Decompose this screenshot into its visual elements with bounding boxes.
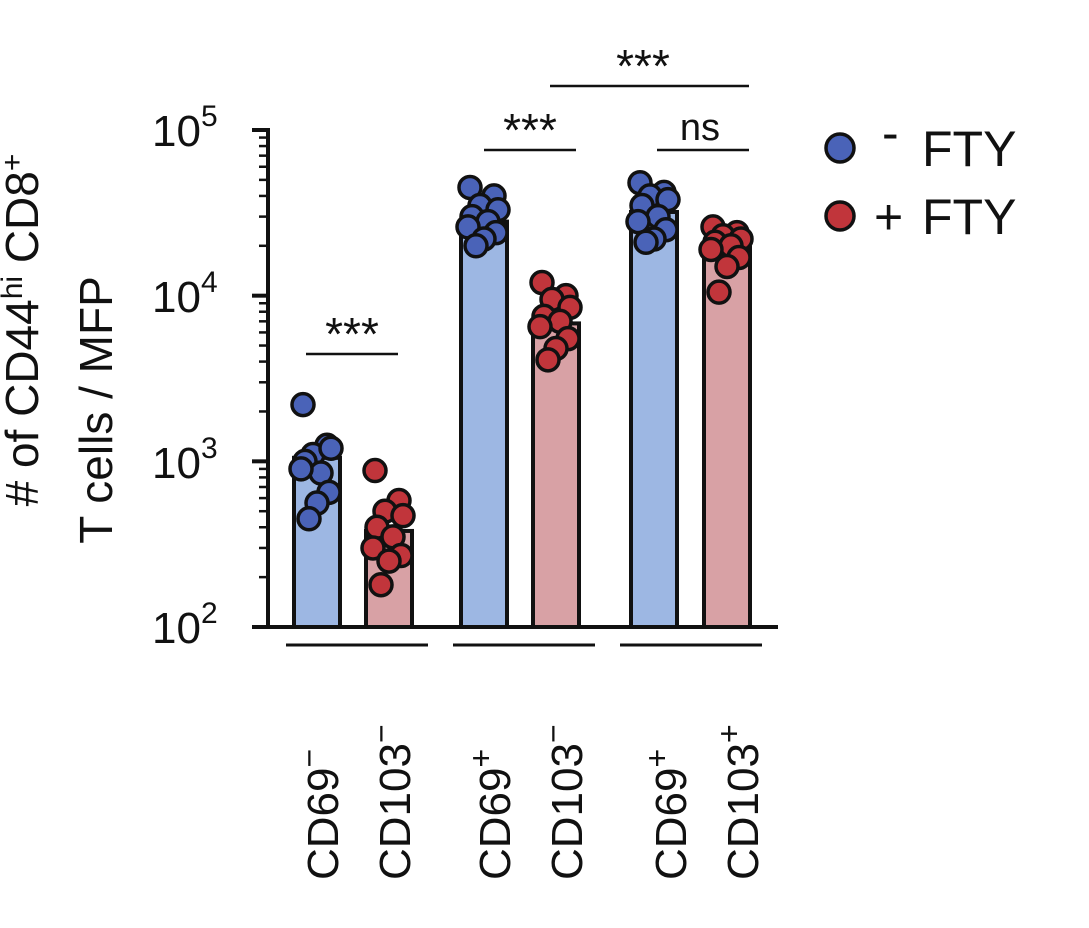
- legend-label-minus-fty: FTY: [922, 121, 1016, 177]
- y-axis-label-line1: # of CD44hi CD8+: [0, 154, 48, 507]
- category-label-3-cd69: CD69+: [639, 749, 696, 880]
- data-point-group3-series2: [706, 279, 732, 305]
- sig-label-group1: ***: [325, 308, 379, 360]
- sig-label-group3: ns: [680, 107, 720, 149]
- bar-group3-series1: [629, 209, 679, 629]
- bar-group2-series2: [531, 321, 581, 629]
- data-point-group1-series1: [290, 391, 316, 418]
- legend: - FTY + FTY: [824, 105, 1016, 245]
- legend-entry-plus-fty: + FTY: [824, 189, 1016, 245]
- y-axis-label-line2: T cells / MFP: [70, 276, 122, 544]
- category-label-1-cd103: CD103−: [363, 724, 420, 880]
- legend-sign-plus: +: [874, 189, 903, 245]
- data-point-group2-series2: [527, 313, 553, 340]
- legend-marker-minus-fty: [824, 132, 856, 164]
- y-axis-ticks: [252, 128, 268, 629]
- data-point-group1-series2: [368, 571, 394, 598]
- data-point-group1-series1: [288, 456, 314, 482]
- legend-marker-plus-fty: [824, 200, 856, 232]
- data-point-group3-series1: [633, 229, 659, 256]
- sig-label-across: ***: [616, 40, 670, 92]
- legend-sign-minus: -: [882, 105, 899, 161]
- legend-entry-minus-fty: - FTY: [824, 105, 1016, 177]
- y-tick-label-1e3: 103: [152, 432, 218, 488]
- category-label-2-cd69: CD69+: [463, 749, 520, 880]
- data-point-group1-series2: [376, 548, 402, 574]
- y-axis-tick-labels: 102 103 104 105: [152, 100, 218, 653]
- sig-label-group2: ***: [503, 104, 557, 156]
- category-label-2-cd103: CD103−: [535, 724, 592, 880]
- y-tick-label-1e2: 102: [152, 597, 218, 653]
- data-point-group1-series2: [362, 457, 388, 484]
- y-tick-label-1e4: 104: [152, 266, 218, 322]
- category-label-1-cd69: CD69−: [291, 749, 348, 880]
- data-point-group3-series2: [714, 253, 740, 280]
- data-point-group1-series1: [296, 506, 322, 532]
- bars: [292, 209, 752, 630]
- y-axis: [266, 128, 778, 629]
- data-point-group1-series2: [390, 502, 416, 529]
- y-axis-label: # of CD44hi CD8+ T cells / MFP: [0, 154, 122, 544]
- data-point-group2-series1: [463, 233, 489, 259]
- legend-label-plus-fty: FTY: [922, 189, 1016, 245]
- data-point-group1-series1: [318, 435, 344, 461]
- category-label-3-cd103: CD103+: [711, 724, 768, 880]
- significance-annotations: *** *** ns ***: [306, 40, 749, 360]
- bar-group2-series1: [459, 219, 509, 629]
- data-point-group1-series2: [360, 535, 386, 561]
- data-points: [288, 170, 754, 598]
- data-point-group3-series2: [698, 236, 724, 263]
- bar-group3-series2: [702, 245, 752, 630]
- x-category-labels: CD69− CD103− CD69+ CD103− CD69+ CD103+: [291, 724, 768, 880]
- y-tick-label-1e5: 105: [152, 100, 218, 156]
- data-point-group2-series2: [535, 347, 561, 373]
